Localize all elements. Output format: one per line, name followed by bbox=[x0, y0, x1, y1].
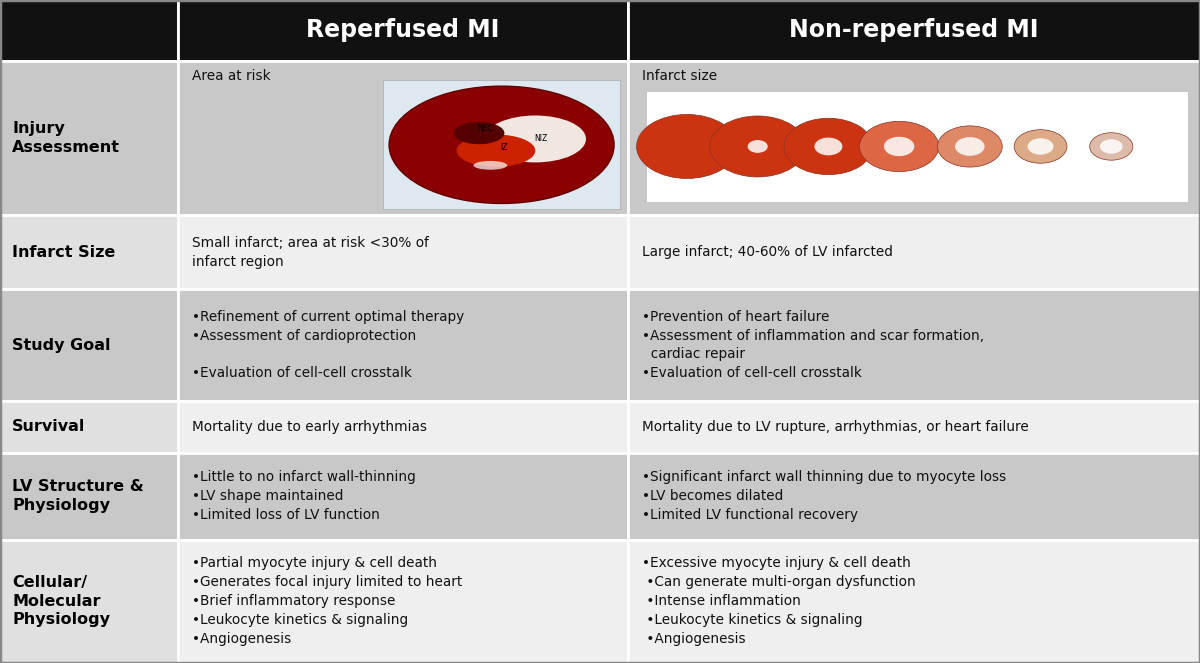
Bar bbox=[178, 215, 628, 290]
Bar bbox=[0, 215, 178, 290]
Text: Study Goal: Study Goal bbox=[12, 337, 110, 353]
Text: NIZ: NIZ bbox=[534, 135, 547, 143]
Ellipse shape bbox=[884, 137, 914, 156]
Bar bbox=[628, 453, 1200, 540]
Bar bbox=[646, 91, 1188, 202]
Bar bbox=[178, 540, 628, 663]
Ellipse shape bbox=[748, 140, 768, 153]
Bar bbox=[0, 290, 178, 400]
Ellipse shape bbox=[1090, 133, 1133, 160]
Text: Small infarct; area at risk <30% of
infarct region: Small infarct; area at risk <30% of infa… bbox=[192, 236, 428, 269]
Bar bbox=[0, 0, 178, 61]
Bar bbox=[0, 61, 178, 215]
Ellipse shape bbox=[457, 135, 535, 167]
Text: Injury
Assessment: Injury Assessment bbox=[12, 121, 120, 155]
Ellipse shape bbox=[859, 121, 938, 172]
Text: •Partial myocyte injury & cell death
•Generates focal injury limited to heart
•B: •Partial myocyte injury & cell death •Ge… bbox=[192, 556, 462, 646]
Text: Infarct size: Infarct size bbox=[642, 69, 718, 83]
Text: LV Structure &
Physiology: LV Structure & Physiology bbox=[12, 479, 144, 513]
Text: NEC: NEC bbox=[476, 124, 493, 133]
Bar bbox=[178, 0, 628, 61]
Ellipse shape bbox=[815, 138, 842, 155]
Text: IZ: IZ bbox=[500, 143, 508, 152]
Ellipse shape bbox=[474, 161, 508, 170]
Bar bbox=[628, 540, 1200, 663]
Text: •Significant infarct wall thinning due to myocyte loss
•LV becomes dilated
•Limi: •Significant infarct wall thinning due t… bbox=[642, 470, 1007, 522]
Bar bbox=[178, 61, 628, 215]
Ellipse shape bbox=[454, 122, 504, 145]
Ellipse shape bbox=[636, 115, 737, 178]
Text: Cellular/
Molecular
Physiology: Cellular/ Molecular Physiology bbox=[12, 575, 110, 627]
Ellipse shape bbox=[389, 86, 614, 204]
Bar bbox=[628, 0, 1200, 61]
Ellipse shape bbox=[784, 118, 872, 174]
Text: •Little to no infarct wall-thinning
•LV shape maintained
•Limited loss of LV fun: •Little to no infarct wall-thinning •LV … bbox=[192, 470, 415, 522]
Text: •Refinement of current optimal therapy
•Assessment of cardioprotection

•Evaluat: •Refinement of current optimal therapy •… bbox=[192, 310, 464, 381]
Text: Infarct Size: Infarct Size bbox=[12, 245, 115, 260]
Bar bbox=[178, 290, 628, 400]
Bar bbox=[628, 290, 1200, 400]
Bar bbox=[0, 540, 178, 663]
Text: Mortality due to early arrhythmias: Mortality due to early arrhythmias bbox=[192, 420, 427, 434]
Text: •Prevention of heart failure
•Assessment of inflammation and scar formation,
  c: •Prevention of heart failure •Assessment… bbox=[642, 310, 984, 381]
Bar bbox=[0, 453, 178, 540]
Bar bbox=[628, 215, 1200, 290]
FancyBboxPatch shape bbox=[384, 80, 619, 210]
Ellipse shape bbox=[937, 126, 1002, 167]
Ellipse shape bbox=[1100, 139, 1123, 154]
Text: Reperfused MI: Reperfused MI bbox=[306, 19, 499, 42]
Text: Area at risk: Area at risk bbox=[192, 69, 271, 83]
Ellipse shape bbox=[485, 115, 586, 162]
Bar bbox=[628, 61, 1200, 215]
Bar bbox=[178, 400, 628, 453]
Text: Large infarct; 40-60% of LV infarcted: Large infarct; 40-60% of LV infarcted bbox=[642, 245, 893, 259]
Ellipse shape bbox=[709, 116, 805, 177]
Bar bbox=[0, 400, 178, 453]
Ellipse shape bbox=[1014, 130, 1067, 163]
Bar bbox=[628, 400, 1200, 453]
Ellipse shape bbox=[955, 137, 984, 156]
Bar bbox=[178, 453, 628, 540]
Text: •Excessive myocyte injury & cell death
 •Can generate multi-organ dysfunction
 •: •Excessive myocyte injury & cell death •… bbox=[642, 556, 916, 646]
Ellipse shape bbox=[1027, 139, 1054, 154]
Text: Mortality due to LV rupture, arrhythmias, or heart failure: Mortality due to LV rupture, arrhythmias… bbox=[642, 420, 1028, 434]
Text: Survival: Survival bbox=[12, 419, 85, 434]
Text: Non-reperfused MI: Non-reperfused MI bbox=[790, 19, 1038, 42]
